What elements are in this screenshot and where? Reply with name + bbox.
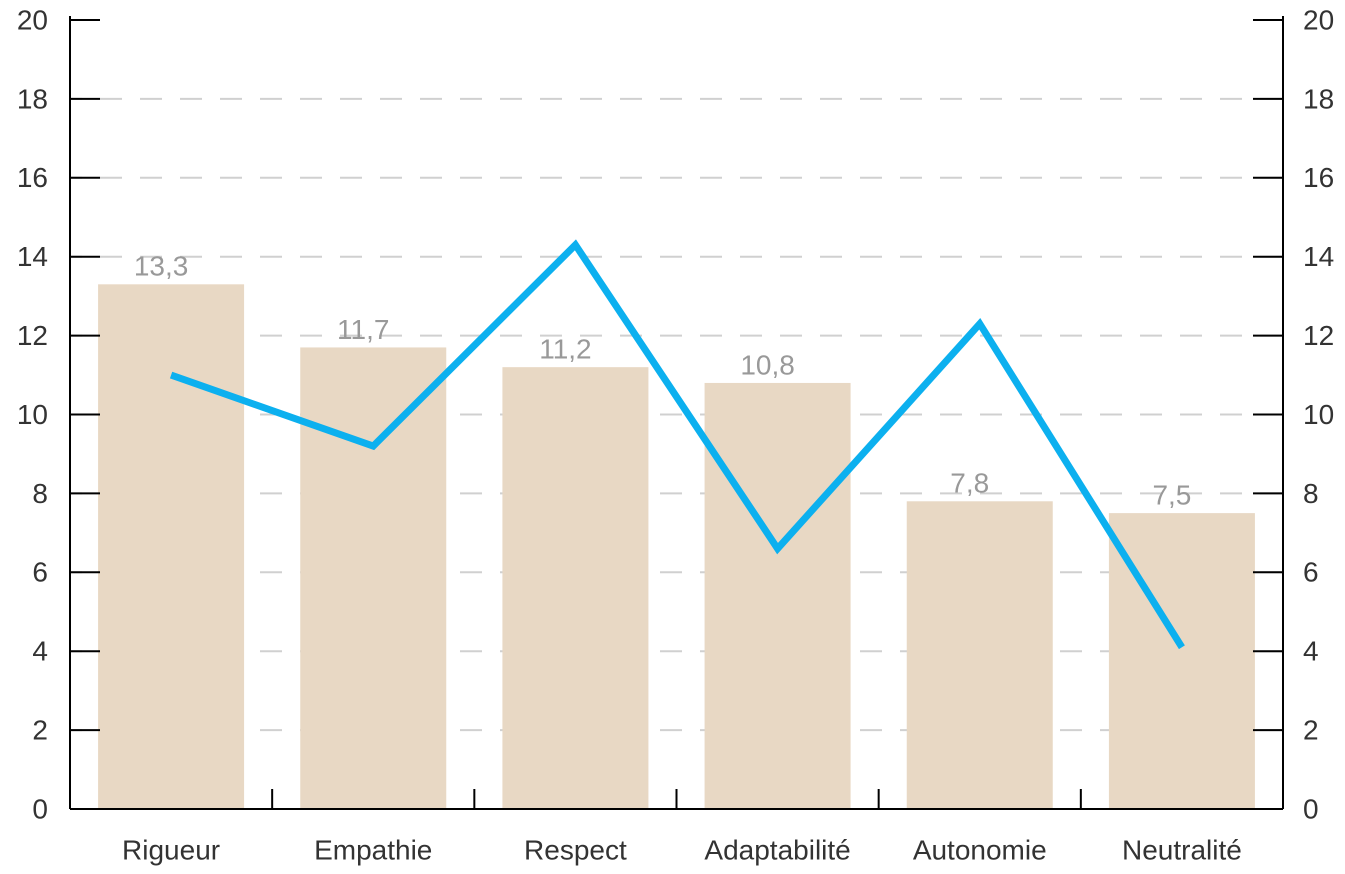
y-tick-label: 0 [32, 793, 48, 824]
bar [906, 501, 1053, 809]
y-tick-label: 16 [17, 162, 48, 193]
y2-tick-label: 6 [1303, 557, 1319, 588]
bar [1108, 513, 1255, 809]
y-tick-label: 14 [17, 241, 48, 272]
y2-tick-label: 2 [1303, 714, 1319, 745]
bar [502, 367, 649, 809]
y2-tick-label: 8 [1303, 478, 1319, 509]
bar [300, 347, 447, 809]
data-label: 13,3 [134, 251, 189, 282]
y2-tick-label: 4 [1303, 636, 1319, 667]
bar [704, 382, 851, 809]
data-label: 11,2 [539, 334, 591, 365]
y2-tick-label: 0 [1303, 793, 1319, 824]
y2-tick-label: 20 [1303, 4, 1334, 35]
y-tick-label: 10 [17, 399, 48, 430]
line-series [169, 239, 1185, 650]
y2-tick-label: 10 [1303, 399, 1334, 430]
x-tick-label: Neutralité [1122, 834, 1242, 865]
data-label: 7,5 [1152, 480, 1191, 511]
y-tick-label: 20 [17, 4, 48, 35]
bar [98, 284, 245, 809]
y2-tick-label: 14 [1303, 241, 1334, 272]
x-tick-label: Empathie [314, 834, 432, 865]
data-label: 10,8 [740, 349, 795, 380]
y-tick-label: 6 [32, 557, 48, 588]
y-tick-label: 4 [32, 636, 48, 667]
x-tick-label: Respect [524, 834, 627, 865]
y-tick-label: 8 [32, 478, 48, 509]
y-tick-label: 2 [32, 714, 48, 745]
y2-tick-label: 12 [1303, 320, 1334, 351]
y-tick-label: 18 [17, 83, 48, 114]
y2-tick-label: 18 [1303, 83, 1334, 114]
y2-tick-label: 16 [1303, 162, 1334, 193]
data-label: 7,8 [950, 468, 989, 499]
x-tick-label: Autonomie [913, 834, 1047, 865]
y-tick-label: 12 [17, 320, 48, 351]
x-tick-label: Adaptabilité [704, 834, 850, 865]
x-tick-label: Rigueur [122, 834, 220, 865]
data-label: 11,7 [337, 314, 389, 345]
